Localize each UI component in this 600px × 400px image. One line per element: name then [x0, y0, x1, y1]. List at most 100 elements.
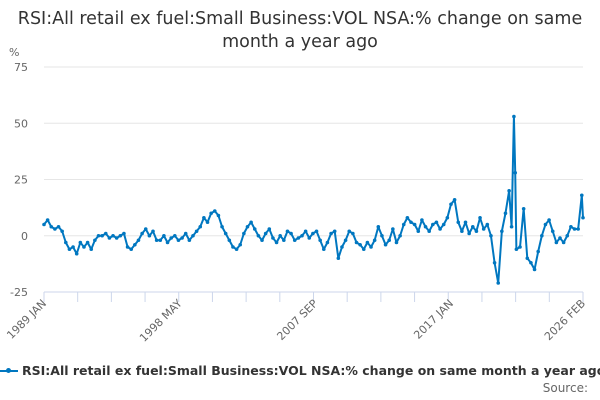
data-point [420, 218, 424, 222]
data-point [405, 215, 410, 220]
data-point [543, 222, 548, 227]
data-point [579, 193, 584, 198]
data-point [394, 240, 399, 245]
data-point [125, 245, 130, 249]
data-point [289, 231, 293, 236]
data-point [554, 240, 559, 245]
y-tick-label: -25 [10, 286, 28, 299]
data-point [354, 240, 359, 245]
data-point [441, 222, 446, 227]
data-point [343, 238, 348, 243]
data-point [401, 222, 406, 227]
data-point [49, 224, 54, 229]
data-point [267, 227, 272, 231]
data-point [452, 197, 457, 202]
data-point [558, 236, 562, 240]
data-point [347, 229, 352, 234]
data-point [361, 247, 366, 252]
data-point [383, 242, 388, 247]
data-point [245, 224, 250, 229]
data-point [85, 240, 90, 245]
data-point [332, 229, 337, 234]
data-point [220, 224, 224, 229]
data-point [114, 236, 119, 240]
data-point [216, 213, 221, 218]
data-point [314, 229, 319, 234]
data-point [256, 233, 261, 238]
data-point [500, 229, 504, 234]
data-point [147, 233, 152, 238]
data-point [234, 247, 239, 252]
data-point [318, 238, 322, 243]
data-point [409, 220, 413, 225]
data-point [387, 238, 392, 243]
data-point [162, 233, 166, 238]
data-point [282, 238, 286, 243]
data-point [118, 233, 123, 238]
data-point [423, 224, 428, 229]
data-point [285, 229, 290, 234]
data-point [212, 209, 217, 213]
data-point [470, 224, 475, 229]
data-point [572, 227, 577, 231]
data-point [187, 238, 192, 243]
data-point [431, 222, 435, 227]
y-tick-label: 0 [21, 230, 28, 243]
data-point [321, 247, 326, 252]
data-point [111, 233, 115, 238]
data-point [496, 281, 501, 285]
data-point [460, 229, 464, 234]
data-point [369, 245, 373, 249]
data-point [391, 227, 395, 231]
data-point [492, 260, 497, 265]
data-point [103, 231, 108, 236]
data-point [169, 236, 173, 240]
data-point [307, 236, 312, 240]
data-point [503, 211, 508, 216]
data-point [238, 242, 243, 247]
data-point [529, 260, 533, 265]
data-point [96, 233, 101, 238]
data-point [325, 240, 330, 245]
data-point [205, 220, 210, 225]
data-point [561, 240, 566, 245]
y-axis-label: % [9, 46, 19, 59]
data-point [292, 238, 297, 243]
data-point [263, 231, 268, 236]
data-point [358, 242, 362, 247]
data-point [550, 229, 555, 234]
data-point [100, 233, 104, 238]
data-point [74, 251, 79, 256]
data-point [78, 240, 83, 245]
data-point [489, 233, 493, 238]
data-point [227, 238, 232, 243]
data-point [351, 231, 355, 236]
data-point [438, 227, 442, 231]
data-point [154, 238, 159, 243]
data-point [252, 227, 257, 231]
series-line [43, 115, 584, 284]
legend-marker-icon [0, 367, 18, 373]
chart-title: RSI:All retail ex fuel:Small Business:VO… [17, 9, 583, 52]
data-point [509, 224, 514, 229]
data-point [173, 233, 177, 238]
data-point [525, 256, 530, 261]
legend-label: RSI:All retail ex fuel:Small Business:VO… [22, 363, 600, 378]
data-point [416, 229, 421, 234]
data-point [380, 233, 384, 238]
data-point [518, 245, 522, 249]
data-point [581, 215, 585, 220]
y-tick-label: 50 [14, 117, 28, 130]
data-point [56, 224, 61, 229]
data-point [532, 267, 537, 272]
data-point [198, 224, 203, 229]
x-tick-label: 2026 FEB [542, 297, 588, 343]
data-point [191, 233, 195, 238]
data-point [398, 233, 402, 238]
data-point [521, 206, 526, 211]
legend-item[interactable]: RSI:All retail ex fuel:Small Business:VO… [0, 363, 600, 378]
source-label: Source: [542, 381, 588, 395]
x-tick-label: 1989 JAN [4, 297, 49, 342]
